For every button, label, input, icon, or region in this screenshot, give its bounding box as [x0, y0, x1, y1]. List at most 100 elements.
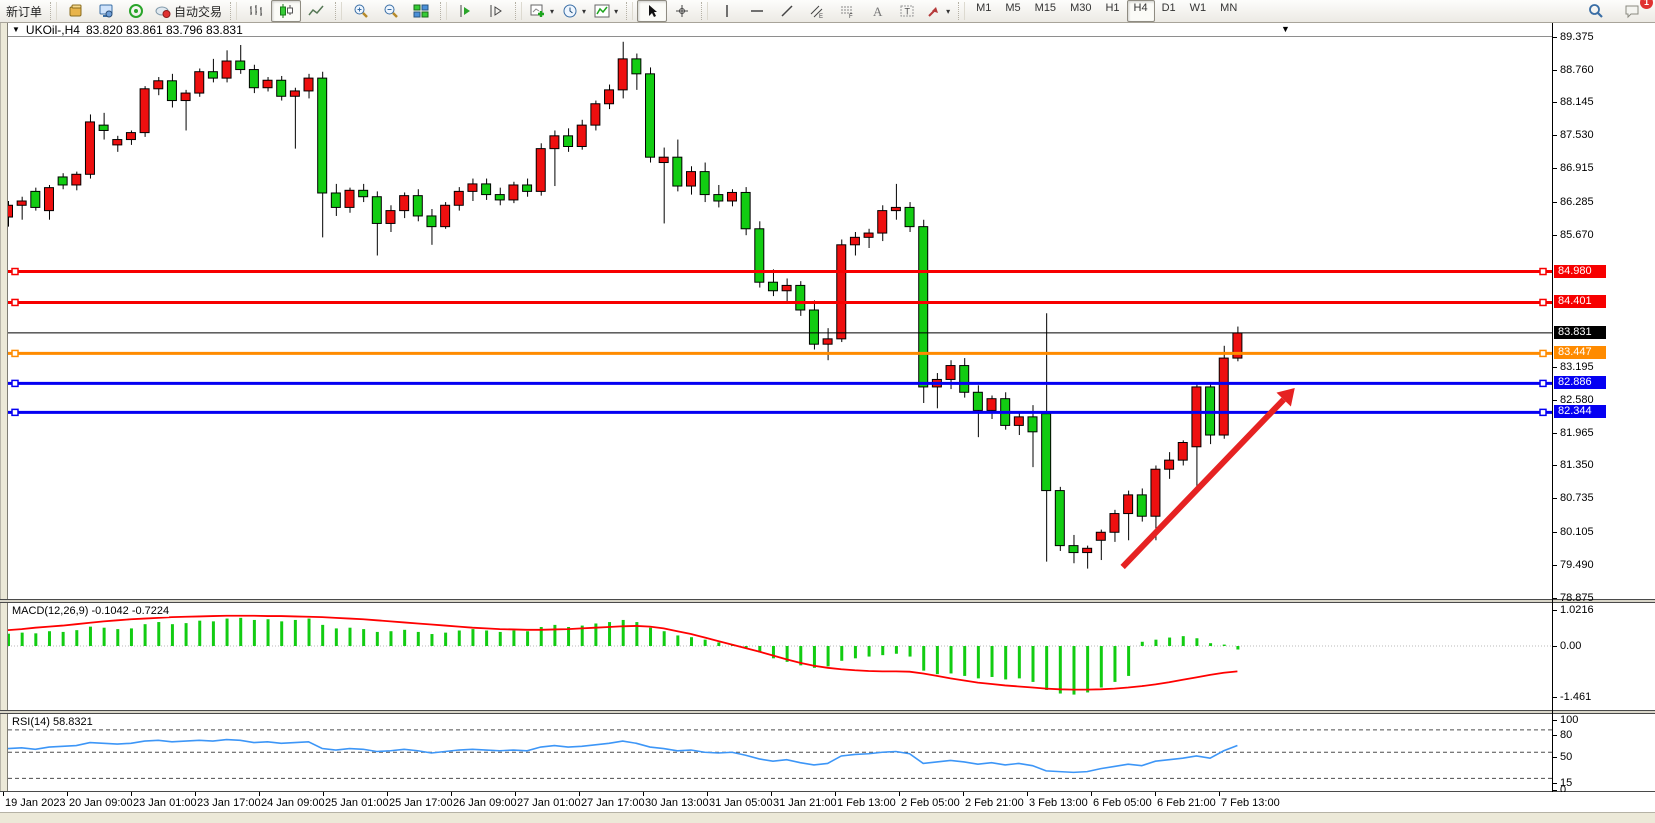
price-line-tag: 84.401	[1554, 295, 1606, 309]
price-tick-label: 80.735	[1560, 492, 1594, 505]
new-order-button[interactable]: 新订单	[6, 4, 43, 19]
price-chart-pane[interactable]	[8, 37, 1552, 599]
rsi-tick	[1553, 783, 1557, 785]
chart-shift-marker-icon[interactable]: ▼	[1281, 24, 1290, 34]
dropdown-arrow-icon[interactable]: ▾	[614, 6, 619, 16]
time-tick	[963, 792, 964, 796]
channel-icon[interactable]: E	[802, 0, 832, 22]
price-tick	[1553, 135, 1557, 137]
crosshair-icon[interactable]	[667, 0, 697, 22]
timeframe-button-m1[interactable]: M1	[976, 2, 992, 14]
timeframe-button-h4[interactable]: H4	[1126, 0, 1155, 22]
time-scale[interactable]: 19 Jan 2023 20 Jan 09:00 23 Jan 01:00 23 Ja…	[0, 792, 1655, 812]
timeframe-button-m5[interactable]: M5	[1005, 2, 1021, 14]
time-tick-label: 25 Jan 17:00	[389, 797, 453, 809]
terminal-icon[interactable]	[91, 0, 121, 22]
macd-tick	[1553, 646, 1557, 647]
chart-shift-icon[interactable]	[481, 0, 511, 22]
text-label-icon[interactable]: T	[892, 0, 922, 22]
terminal-icon	[98, 3, 114, 19]
rsi-tick	[1553, 720, 1557, 721]
time-tick-label: 6 Feb 21:00	[1157, 797, 1216, 809]
time-tick-label: 2 Feb 05:00	[901, 797, 960, 809]
zoom-in-icon[interactable]	[346, 0, 376, 22]
dropdown-arrow-icon[interactable]: ▾	[946, 6, 951, 16]
indicators-icon[interactable]: ▾	[590, 0, 622, 22]
price-tick	[1553, 399, 1557, 401]
vertical-line-icon[interactable]	[712, 0, 742, 22]
price-tick	[1553, 366, 1557, 368]
time-tick	[1091, 792, 1092, 796]
signal-icon	[128, 3, 144, 19]
macd-indicator-pane[interactable]: MACD(12,26,9) -0.1042 -0.7224	[8, 603, 1552, 710]
chart-window-icon	[68, 3, 84, 19]
time-tick	[131, 792, 132, 796]
time-tick-label: 23 Jan 17:00	[197, 797, 261, 809]
timeframe-button-m30[interactable]: M30	[1070, 2, 1092, 14]
chart-window-icon[interactable]	[61, 0, 91, 22]
new-chart-icon[interactable]: ▾	[526, 0, 558, 22]
timeframe-button-m15[interactable]: M15	[1034, 2, 1057, 14]
price-tick	[1553, 69, 1557, 71]
price-tick	[1553, 234, 1557, 236]
zoom-out-icon[interactable]	[376, 0, 406, 22]
period-icon	[562, 3, 578, 19]
line-chart-icon[interactable]	[301, 0, 331, 22]
text-label-icon: T	[899, 3, 915, 19]
pane-border	[0, 791, 1655, 792]
price-scale[interactable]: 89.375 88.760 88.145 87.530 86.915 86.285 85.6…	[1553, 23, 1655, 604]
horizontal-line-icon	[749, 3, 765, 19]
period-icon[interactable]: ▾	[558, 0, 590, 22]
robot-cloud-icon	[155, 3, 171, 19]
auto-scroll-icon[interactable]	[451, 0, 481, 22]
timeframe-button-h1[interactable]: H1	[1105, 2, 1120, 14]
time-tick	[1027, 792, 1028, 796]
candlestick-chart-icon	[278, 3, 294, 19]
time-tick-label: 6 Feb 05:00	[1093, 797, 1152, 809]
time-tick	[1219, 792, 1220, 796]
rsi-scale: 100 80 50 15 0	[1553, 714, 1655, 796]
text-icon[interactable]: A	[862, 0, 892, 22]
channel-icon: E	[809, 3, 825, 19]
comment-icon[interactable]: 1	[1617, 0, 1653, 22]
timeframe-button-w1[interactable]: W1	[1189, 2, 1207, 14]
pane-splitter[interactable]	[0, 710, 1655, 714]
window-bottom-frame	[0, 812, 1655, 823]
timeframe-button-d1[interactable]: D1	[1161, 2, 1176, 14]
dropdown-arrow-icon[interactable]: ▾	[582, 6, 587, 16]
pane-splitter[interactable]	[0, 599, 1655, 603]
toolbar-separator	[440, 2, 448, 20]
fibonacci-icon[interactable]: F	[832, 0, 862, 22]
tile-windows-icon[interactable]	[406, 0, 436, 22]
price-tick-label: 81.965	[1560, 426, 1594, 439]
bar-chart-icon[interactable]	[241, 0, 271, 22]
rsi-tick-label: 100	[1560, 714, 1579, 726]
time-tick-label: 2 Feb 21:00	[965, 797, 1024, 809]
macd-tick	[1553, 610, 1557, 612]
timeframe-button-mn[interactable]: MN	[1220, 2, 1238, 14]
rsi-tick	[1553, 790, 1557, 791]
auto-trading-button[interactable]: 自动交易	[151, 0, 226, 22]
toolbar-separator	[958, 2, 966, 20]
chart-symbol-title: UKOil-,H4	[25, 22, 80, 37]
svg-text:F: F	[849, 14, 853, 19]
horizontal-line-icon[interactable]	[742, 0, 772, 22]
time-tick-label: 30 Jan 13:00	[645, 797, 709, 809]
arrows-icon[interactable]: ▾	[922, 0, 954, 22]
chart-ohlc-values: 83.820 83.861 83.796 83.831	[85, 22, 243, 37]
price-scale-border	[1552, 23, 1553, 792]
bar-chart-icon	[248, 3, 264, 19]
signal-icon[interactable]	[121, 0, 151, 22]
cursor-icon[interactable]	[637, 0, 668, 22]
search-icon[interactable]	[1581, 0, 1611, 22]
toolbar-separator	[335, 2, 343, 20]
dropdown-arrow-icon[interactable]: ▾	[550, 6, 555, 16]
symbol-dropdown-icon[interactable]: ▼	[12, 24, 20, 34]
trendline-icon[interactable]	[772, 0, 802, 22]
rsi-indicator-pane[interactable]: RSI(14) 58.8321	[8, 714, 1552, 792]
price-tick-label: 89.375	[1560, 30, 1594, 43]
candlestick-chart-icon[interactable]	[271, 0, 302, 22]
time-tick	[835, 792, 836, 796]
price-tick-label: 85.670	[1560, 228, 1594, 241]
